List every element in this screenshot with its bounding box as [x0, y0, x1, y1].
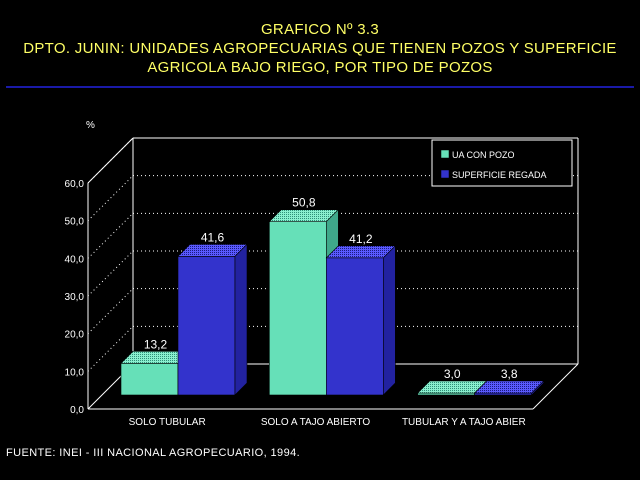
x-tick-label: SOLO A TAJO ABIERTO: [261, 417, 371, 428]
gridline-diagonal: [87, 175, 134, 222]
y-tick-label: 30,0: [65, 292, 85, 303]
data-label: 13,2: [144, 337, 168, 351]
data-label: 3,0: [444, 367, 461, 381]
bar-side: [234, 243, 248, 396]
legend-label: UA CON POZO: [452, 150, 515, 160]
bar-front: [269, 221, 327, 396]
legend-label: SUPERFICIE REGADA: [452, 170, 547, 180]
data-label: 41,6: [201, 230, 225, 244]
chart-bars: 13,2 41,6 50,8 41,2 3,0 3,8: [120, 196, 545, 396]
y-tick-label: 0,0: [70, 405, 84, 416]
title-divider: [6, 86, 634, 88]
title-line-2: DPTO. JUNIN: UNIDADES AGROPECUARIAS QUE …: [23, 40, 617, 57]
y-tick-label: 50,0: [65, 217, 85, 228]
x-tick-label: TUBULAR Y A TAJO ABIER: [402, 417, 526, 428]
bar-front: [120, 362, 179, 396]
x-tick-label: SOLO TUBULAR: [129, 417, 206, 428]
source-note: FUENTE: INEI - III NACIONAL AGROPECUARIO…: [6, 447, 301, 459]
bar-front: [177, 256, 236, 396]
y-tick-label: 10,0: [65, 367, 85, 378]
chart-title: GRAFICO Nº 3.3 DPTO. JUNIN: UNIDADES AGR…: [0, 20, 640, 77]
legend-swatch: [440, 149, 450, 159]
y-tick-label: 60,0: [65, 179, 85, 190]
title-line-1: GRAFICO Nº 3.3: [260, 21, 380, 38]
legend-swatch: [440, 169, 450, 179]
gridline-diagonal: [87, 288, 134, 335]
bottom-right-diagonal: [532, 363, 579, 410]
legend-box: [431, 139, 573, 187]
bar: [177, 243, 248, 396]
bar-front: [326, 257, 384, 396]
gridline-diagonal: [87, 212, 134, 259]
bar: [325, 245, 397, 396]
bar: [473, 380, 545, 396]
x-axis-ticks: SOLO TUBULAR SOLO A TAJO ABIERTO TUBULAR Y…: [129, 417, 526, 428]
data-label: 3,8: [501, 367, 518, 381]
y-axis-ticks: 0,0 10,0 20,0 30,0 40,0 50,0 60,0: [65, 179, 85, 416]
data-label: 41,2: [349, 232, 373, 246]
title-line-3: AGRICOLA BAJO RIEGO, POR TIPO DE POZOS: [147, 59, 493, 76]
chart-legend: UA CON POZO SUPERFICIE REGADA: [431, 139, 573, 187]
y-tick-label: 20,0: [65, 330, 85, 341]
y-axis-label: %: [86, 120, 95, 131]
y-tick-label: 40,0: [65, 254, 85, 265]
gridline-diagonal: [87, 250, 134, 297]
data-label: 50,8: [292, 196, 316, 210]
bar-side: [383, 245, 396, 396]
bar-side: [531, 380, 544, 396]
top-left-diagonal: [87, 137, 134, 184]
